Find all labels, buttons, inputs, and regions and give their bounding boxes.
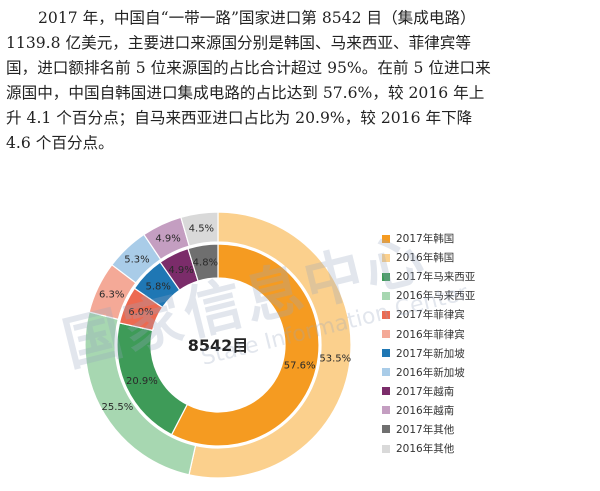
- data-label-2017-菲律宾: 6.0%: [128, 307, 153, 318]
- legend-label: 2016年新加坡: [396, 366, 465, 379]
- legend-label: 2017年越南: [396, 385, 455, 398]
- legend-item: 2016年越南: [382, 401, 475, 420]
- legend-swatch: [382, 330, 390, 339]
- legend-item: 2017年马来西亚: [382, 267, 475, 286]
- legend-item: 2016年其他: [382, 439, 475, 458]
- paragraph-line-4: 源国中，中国自韩国进口集成电路的占比达到 57.6%，较 2016 年上: [6, 84, 485, 102]
- legend-swatch: [382, 272, 390, 281]
- data-label-2016-越南: 4.9%: [155, 234, 180, 245]
- data-label-2017-韩国: 57.6%: [284, 360, 316, 371]
- data-label-2017-新加坡: 5.8%: [146, 281, 171, 292]
- legend-swatch: [382, 291, 390, 300]
- legend-item: 2017年新加坡: [382, 344, 475, 363]
- legend-swatch: [382, 425, 390, 434]
- legend-label: 2016年其他: [396, 443, 455, 456]
- legend-item: 2016年菲律宾: [382, 324, 475, 343]
- data-label-2016-其他: 4.5%: [189, 224, 214, 235]
- legend-item: 2016年马来西亚: [382, 286, 475, 305]
- data-label-2016-菲律宾: 6.3%: [99, 289, 124, 300]
- legend-swatch: [382, 444, 390, 453]
- legend-swatch: [382, 253, 390, 262]
- legend-item: 2017年其他: [382, 420, 475, 439]
- legend-item: 2016年新加坡: [382, 363, 475, 382]
- legend-item: 2017年菲律宾: [382, 305, 475, 324]
- legend-label: 2017年马来西亚: [396, 271, 476, 284]
- legend-item: 2016年韩国: [382, 248, 475, 267]
- slice-2016-韩国: [188, 211, 352, 479]
- data-label-2016-马来西亚: 25.5%: [101, 402, 133, 413]
- legend-item: 2017年越南: [382, 382, 475, 401]
- data-label-2016-新加坡: 5.3%: [124, 255, 149, 266]
- legend-swatch: [382, 234, 390, 243]
- legend-swatch: [382, 387, 390, 396]
- chart-legend: 2017年韩国 2016年韩国 2017年马来西亚 2016年马来西亚 2017年菲律宾…: [382, 229, 475, 458]
- slice-2017-其他: [187, 243, 219, 282]
- slice-2016-其他: [180, 211, 219, 247]
- paragraph-line-3: 国，进口额排名前 5 位来源国的占比合计超过 95%。在前 5 位进口来: [6, 59, 491, 77]
- legend-swatch: [382, 310, 390, 319]
- data-label-2017-马来西亚: 20.9%: [126, 376, 158, 387]
- legend-swatch: [382, 349, 390, 358]
- center-label: 8542目: [188, 336, 249, 355]
- legend-label: 2017年其他: [396, 423, 455, 436]
- legend-label: 2017年菲律宾: [396, 309, 465, 322]
- data-label-2017-其他: 4.8%: [193, 257, 218, 268]
- legend-label: 2017年新加坡: [396, 347, 465, 360]
- legend-label: 2016年马来西亚: [396, 290, 476, 303]
- paragraph-line-6: 4.6 个百分点。: [6, 134, 114, 152]
- paragraph-line-1: 2017 年，中国自“一带一路”国家进口第 8542 目（集成电路）: [38, 9, 476, 27]
- paragraph-line-2: 1139.8 亿美元，主要进口来源国分别是韩国、马来西亚、菲律宾等: [6, 34, 471, 52]
- legend-label: 2016年越南: [396, 404, 455, 417]
- legend-label: 2016年韩国: [396, 252, 455, 265]
- legend-swatch: [382, 368, 390, 377]
- slice-2017-韩国: [170, 243, 320, 447]
- paragraph-line-5: 升 4.1 个百分点；自马来西亚进口占比为 20.9%，较 2016 年下降: [6, 109, 473, 127]
- legend-label: 2016年菲律宾: [396, 328, 465, 341]
- data-label-2016-韩国: 53.5%: [319, 353, 351, 364]
- legend-swatch: [382, 406, 390, 415]
- data-label-2017-越南: 4.9%: [168, 265, 193, 276]
- legend-label: 2017年韩国: [396, 233, 455, 246]
- legend-item: 2017年韩国: [382, 229, 475, 248]
- description-paragraph: 2017 年，中国自“一带一路”国家进口第 8542 目（集成电路） 1139.…: [6, 6, 590, 156]
